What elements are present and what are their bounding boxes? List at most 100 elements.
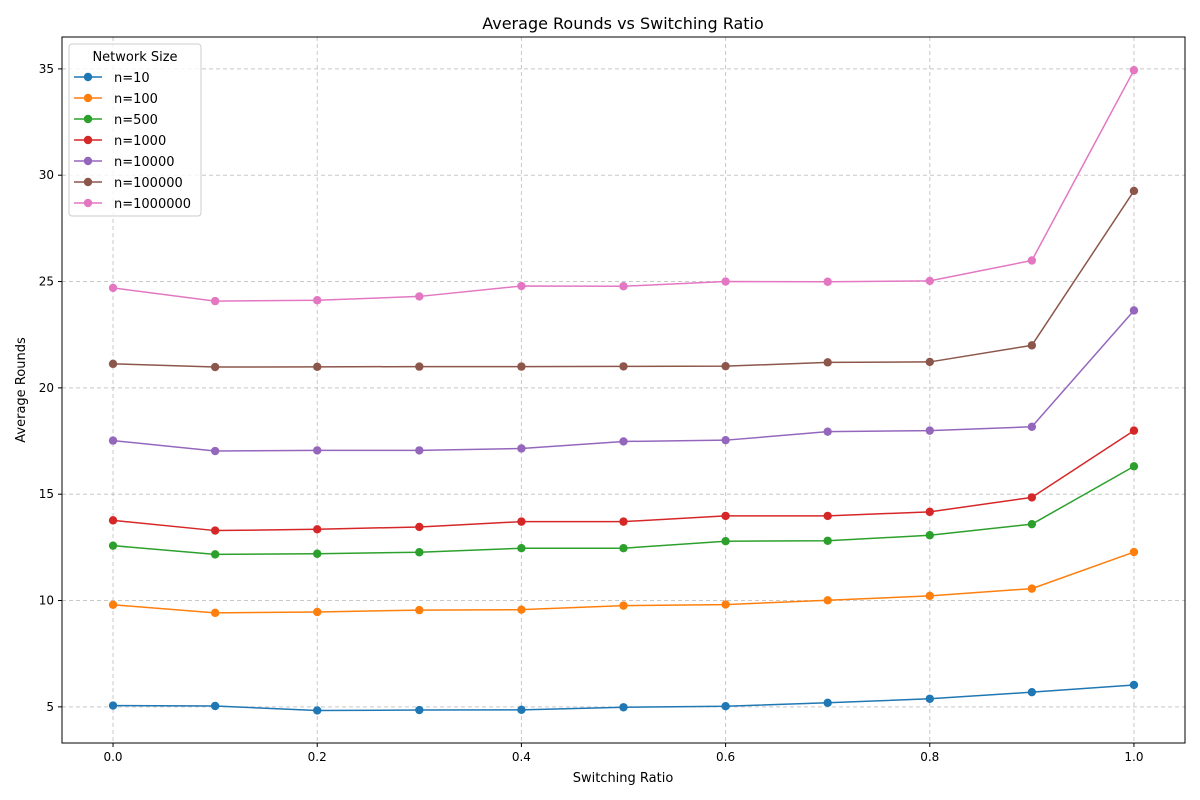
legend-label: n=100 [114,92,158,107]
data-point [1129,462,1139,471]
legend-swatch-marker [83,72,93,82]
data-point [415,362,424,371]
data-point [313,525,322,534]
data-point [210,701,220,711]
x-tick-label: 1.0 [1124,750,1143,764]
legend: Network Size n=10 n=100 n=500 n=1000 n=10000… [68,43,202,217]
x-tick-label: 0.2 [308,750,327,764]
data-point [210,526,220,535]
data-point [823,698,832,708]
data-point [108,701,118,710]
data-point [721,277,730,286]
data-point [517,705,526,715]
data-point [1129,65,1139,75]
x-tick-label: 0.4 [512,750,531,764]
data-point [1129,547,1139,557]
data-point [313,607,322,617]
y-tick-label: 25 [39,275,54,289]
data-point [721,536,730,546]
data-point [823,358,832,367]
legend-items: n=10 n=100 n=500 n=1000 n=10000 n=100000 n=100… [74,71,191,212]
data-point [619,517,628,526]
legend-label: n=500 [114,113,158,128]
data-point [823,427,832,436]
data-point [619,282,628,291]
data-point [517,544,526,553]
data-point [313,549,322,558]
y-axis: 5 10 15 20 25 30 35 [39,62,62,714]
series-4 [108,426,1139,535]
data-point [210,550,220,559]
data-point [415,292,424,301]
legend-item: n=10000 [74,155,175,170]
data-point [517,281,526,291]
data-point [925,507,934,517]
data-point [517,362,526,371]
legend-label: n=10000 [114,155,175,170]
data-point [108,541,118,550]
data-point [210,362,220,372]
data-point [108,600,118,609]
legend-swatch-marker [83,156,93,166]
x-tick-label: 0.0 [103,750,122,764]
data-point [823,511,832,521]
data-point [619,601,628,610]
legend-item: n=500 [74,113,158,128]
series-group [108,65,1139,715]
data-point [415,605,424,615]
legend-item: n=10 [74,71,150,86]
legend-title: Network Size [92,50,177,65]
data-point [1027,422,1037,431]
data-point [619,544,628,553]
grid [62,37,1185,743]
series-5 [108,306,1139,456]
data-point [925,531,934,540]
plot-frame [61,36,1186,744]
data-point [517,605,526,614]
legend-label: n=100000 [114,176,183,191]
legend-item: n=100000 [74,176,183,191]
legend-swatch-marker [83,177,93,187]
chart-title: Average Rounds vs Switching Ratio [482,14,764,33]
data-point [721,361,730,371]
data-point [619,703,628,712]
x-axis: 0.0 0.2 0.4 0.6 0.8 1.0 [103,743,1144,764]
y-tick-label: 10 [39,594,54,608]
data-point [1129,306,1139,315]
y-tick-label: 20 [39,381,54,395]
legend-label: n=1000000 [114,197,191,212]
data-point [415,705,424,715]
y-tick-label: 30 [39,168,54,182]
legend-item: n=1000 [74,134,166,149]
data-point [108,516,118,525]
y-tick-label: 35 [39,62,54,76]
data-point [1027,584,1037,593]
data-point [721,511,730,521]
series-1 [108,680,1139,715]
data-point [210,296,220,306]
series-2 [108,547,1139,618]
data-point [313,446,322,455]
series-7 [108,65,1139,306]
data-point [925,357,934,367]
data-point [1129,186,1139,196]
data-point [1027,687,1037,697]
data-point [823,596,832,605]
data-point [313,296,322,305]
legend-swatch-marker [83,198,93,208]
data-point [619,362,628,371]
data-point [1027,493,1037,502]
legend-box [68,43,202,217]
x-tick-label: 0.6 [716,750,735,764]
data-point [108,359,118,369]
data-point [721,600,730,609]
x-axis-label: Switching Ratio [573,771,674,786]
y-tick-label: 15 [39,487,54,501]
data-point [517,444,526,453]
series-6 [108,186,1139,372]
legend-label: n=1000 [114,134,166,149]
data-point [721,435,730,445]
data-point [415,548,424,557]
legend-label: n=10 [114,71,150,86]
y-tick-label: 5 [46,700,54,714]
